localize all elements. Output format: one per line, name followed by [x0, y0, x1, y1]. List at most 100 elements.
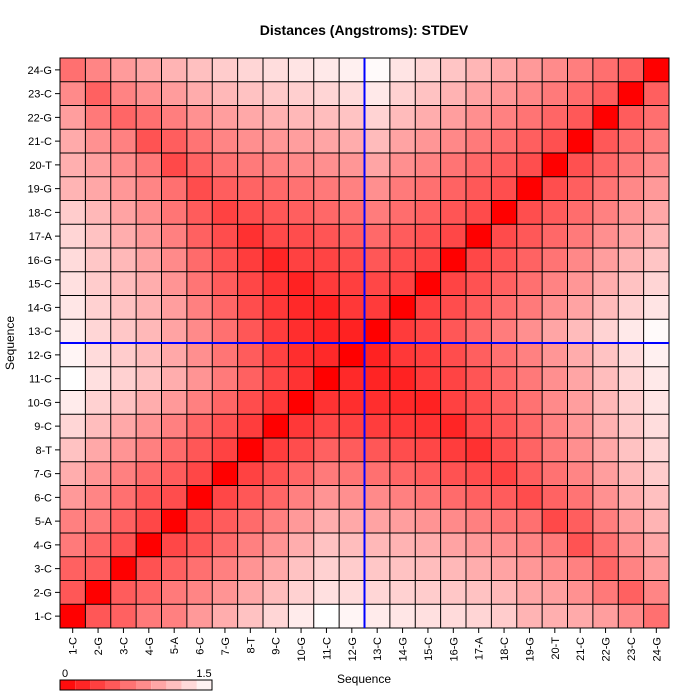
heatmap-cell: [60, 81, 86, 106]
heatmap-cell: [212, 295, 238, 320]
heatmap-cell: [212, 509, 238, 533]
heatmap-cell: [643, 366, 669, 391]
heatmap-cell: [288, 509, 314, 533]
y-tick-label: 14-G: [28, 302, 52, 314]
heatmap-cell: [212, 533, 238, 557]
heatmap-cell: [288, 271, 314, 296]
heatmap-cell: [110, 129, 137, 153]
heatmap-cell: [643, 319, 669, 343]
color-scale-swatch: [60, 680, 76, 690]
heatmap-cell: [491, 533, 517, 557]
heatmap-cell: [85, 81, 111, 106]
heatmap-cell: [60, 200, 86, 225]
heatmap-cell: [161, 58, 187, 82]
heatmap-cell: [161, 129, 187, 153]
heatmap-cell: [643, 343, 669, 367]
chart-title: Distances (Angstroms): STDEV: [260, 22, 469, 38]
heatmap-cell: [85, 200, 111, 225]
heatmap-cell: [643, 461, 669, 486]
heatmap-cell: [60, 533, 86, 557]
heatmap-cell: [364, 390, 390, 415]
heatmap-cell: [592, 556, 619, 581]
heatmap-cell: [212, 343, 238, 367]
heatmap-cell: [643, 271, 669, 296]
heatmap-cell: [263, 248, 289, 272]
heatmap-cell: [263, 105, 289, 130]
heatmap-cell: [60, 295, 86, 320]
y-tick-label: 19-G: [28, 184, 52, 196]
heatmap-cell: [567, 319, 593, 343]
heatmap-cell: [542, 176, 568, 201]
heatmap-cell: [110, 366, 137, 391]
heatmap-cell: [60, 271, 86, 296]
heatmap-cell: [440, 414, 466, 438]
heatmap-cell: [592, 319, 619, 343]
heatmap-cell: [263, 438, 289, 462]
heatmap-cell: [313, 200, 340, 225]
heatmap-cell: [186, 176, 213, 201]
heatmap-cell: [567, 509, 593, 533]
heatmap-cell: [491, 580, 517, 605]
heatmap-cell: [313, 438, 340, 462]
heatmap-cell: [136, 129, 162, 153]
heatmap-cell: [85, 509, 111, 533]
heatmap-cell: [491, 461, 517, 486]
heatmap-cell: [364, 366, 390, 391]
heatmap-cell: [440, 105, 466, 130]
heatmap-cell: [136, 390, 162, 415]
heatmap-cell: [161, 200, 187, 225]
x-tick-label: 13-C: [372, 637, 384, 661]
heatmap-cell: [288, 319, 314, 343]
heatmap-cell: [491, 58, 517, 82]
heatmap-cell: [542, 224, 568, 248]
heatmap-cell: [313, 248, 340, 272]
y-tick-label: 12-G: [28, 350, 52, 362]
heatmap-cell: [339, 271, 365, 296]
heatmap-cell: [364, 485, 390, 510]
heatmap-cell: [491, 224, 517, 248]
heatmap-cell: [389, 580, 416, 605]
heatmap-cell: [643, 153, 669, 177]
heatmap-cell: [288, 176, 314, 201]
heatmap-cell: [313, 461, 340, 486]
heatmap-cell: [263, 414, 289, 438]
heatmap-cell: [516, 438, 543, 462]
heatmap-cell: [212, 200, 238, 225]
heatmap-cell: [542, 81, 568, 106]
heatmap-cell: [542, 414, 568, 438]
y-tick-label: 10-G: [28, 397, 52, 409]
heatmap-cell: [618, 366, 644, 391]
x-axis-label: Sequence: [337, 672, 391, 686]
heatmap-cell: [389, 319, 416, 343]
heatmap-cell: [516, 200, 543, 225]
heatmap-cell: [288, 414, 314, 438]
heatmap-cell: [263, 366, 289, 391]
heatmap-cell: [542, 343, 568, 367]
heatmap-cell: [592, 533, 619, 557]
heatmap-cell: [186, 295, 213, 320]
heatmap-cell: [364, 295, 390, 320]
heatmap-cell: [542, 485, 568, 510]
x-tick-label: 8-T: [245, 637, 257, 654]
heatmap-cell: [542, 153, 568, 177]
x-tick-label: 5-A: [169, 636, 181, 654]
heatmap-cell: [491, 604, 517, 628]
y-tick-label: 8-T: [36, 445, 53, 457]
heatmap-cell: [592, 580, 619, 605]
heatmap-cell: [237, 414, 263, 438]
heatmap-cell: [110, 533, 137, 557]
heatmap-cell: [110, 509, 137, 533]
heatmap-cell: [415, 604, 441, 628]
heatmap-cell: [542, 200, 568, 225]
heatmap-cell: [491, 390, 517, 415]
heatmap-cell: [60, 604, 86, 628]
heatmap-cell: [542, 533, 568, 557]
y-tick-label: 4-G: [34, 540, 52, 552]
y-tick-label: 23-C: [28, 89, 52, 101]
heatmap-cell: [136, 580, 162, 605]
color-scale-swatch: [105, 680, 121, 690]
heatmap-cell: [643, 81, 669, 106]
heatmap-cell: [339, 81, 365, 106]
heatmap-cell: [60, 461, 86, 486]
heatmap-cell: [85, 414, 111, 438]
